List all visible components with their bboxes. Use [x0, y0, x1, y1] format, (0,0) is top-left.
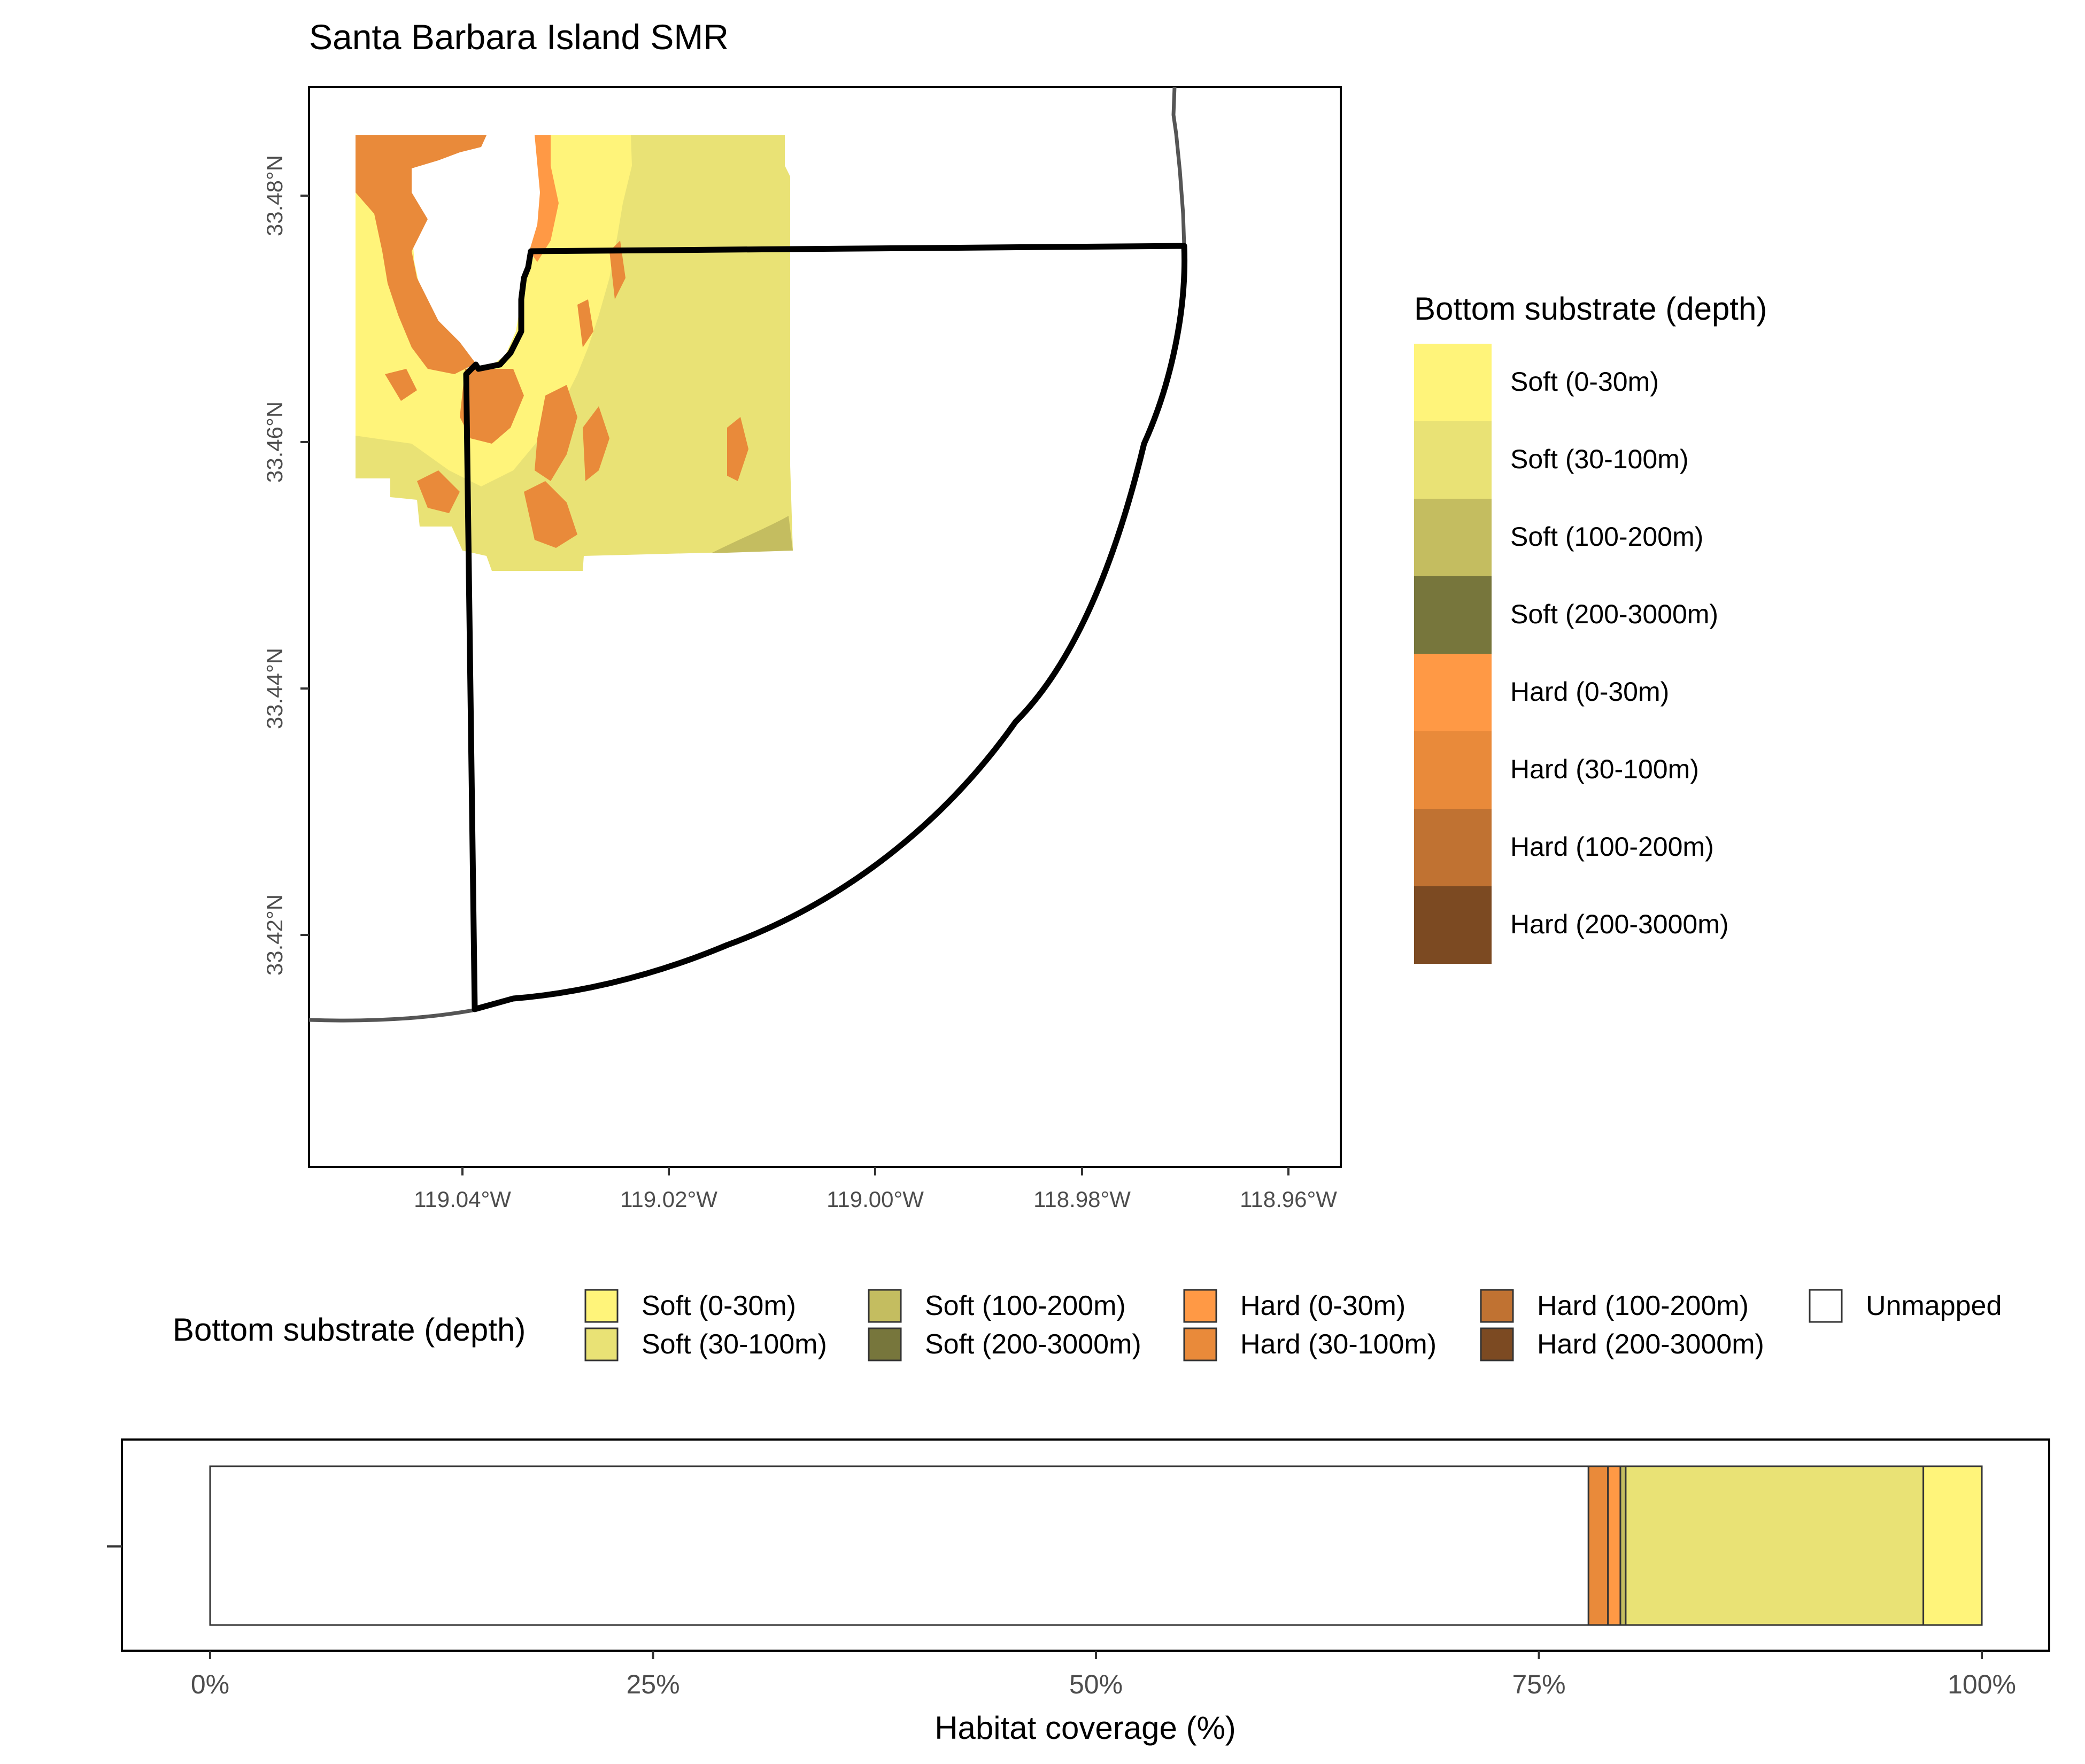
coverage-legend-key-hard-0-30m — [1183, 1289, 1217, 1323]
map-legend-title: Bottom substrate (depth) — [1414, 291, 1767, 327]
coverage-bar-segments — [209, 1465, 1983, 1626]
lon-tick-label: 118.98°W — [1033, 1187, 1131, 1212]
coverage-legend-key-soft-0-30m — [584, 1289, 619, 1323]
coverage-segment-hard-0-30m — [1607, 1465, 1621, 1626]
coverage-x-tick-label: 0% — [191, 1669, 229, 1699]
coverage-legend-title: Bottom substrate (depth) — [173, 1312, 526, 1348]
coverage-legend-key-hard-200-3000m — [1480, 1327, 1514, 1361]
coverage-legend-key-hard-30-100m — [1183, 1327, 1217, 1361]
hard-reef-patches — [385, 241, 748, 548]
map-legend-key-soft-200-3000m — [1414, 576, 1492, 654]
map-legend-items: Soft (0-30m) Soft (30-100m) Soft (100-200m… — [1414, 344, 1729, 964]
lat-tick-label: 33.46°N — [262, 401, 287, 483]
coverage-legend-key-soft-100-200m — [868, 1289, 902, 1323]
map-legend-label: Soft (0-30m) — [1510, 367, 1659, 397]
coverage-x-ticks: 0% 25% 50% 75% 100% — [191, 1651, 2016, 1699]
map-panel — [308, 86, 1342, 1168]
coverage-legend: Bottom substrate (depth) Soft (0-30m)Sof… — [173, 1289, 2002, 1361]
coverage-x-tick-label: 75% — [1512, 1669, 1565, 1699]
coverage-segment-soft-0-30m — [1922, 1465, 1983, 1626]
coverage-segment-soft-30-100m — [1625, 1465, 1925, 1626]
coverage-legend-label: Soft (200-3000m) — [925, 1329, 1141, 1360]
lat-tick-label: 33.44°N — [262, 648, 287, 729]
map-legend: Bottom substrate (depth) Soft (0-30m)Sof… — [1414, 291, 1767, 964]
map-legend-label: Hard (30-100m) — [1510, 754, 1699, 784]
coverage-legend-label: Soft (30-100m) — [642, 1329, 827, 1360]
coverage-legend-label: Soft (100-200m) — [925, 1290, 1126, 1321]
map-legend-key-soft-30-100m — [1414, 421, 1492, 499]
coverage-legend-label: Hard (0-30m) — [1240, 1290, 1406, 1321]
soft-100-200m-area — [711, 516, 793, 553]
map-legend-label: Hard (100-200m) — [1510, 832, 1714, 862]
map-legend-label: Hard (0-30m) — [1510, 677, 1669, 707]
coverage-x-tick-label: 50% — [1069, 1669, 1123, 1699]
coverage-x-label: Habitat coverage (%) — [935, 1710, 1236, 1746]
coverage-x-tick-label: 100% — [1948, 1669, 2016, 1699]
map-legend-label: Soft (30-100m) — [1510, 444, 1688, 474]
hard-30-100m-coast — [356, 135, 486, 374]
coverage-legend-key-unmapped — [1809, 1289, 1843, 1323]
coverage-legend-key-soft-30-100m — [584, 1327, 619, 1361]
lon-axis: 119.04°W 119.02°W 119.00°W 118.98°W 118.… — [414, 1167, 1337, 1212]
coverage-chart: 0% 25% 50% 75% 100% Habitat coverage (%) — [107, 1438, 2050, 1746]
map-legend-key-soft-0-30m — [1414, 344, 1492, 421]
map-legend-key-soft-100-200m — [1414, 499, 1492, 576]
map-legend-key-hard-100-200m — [1414, 809, 1492, 886]
coverage-legend-items: Soft (0-30m) Soft (30-100m) Soft (100-200m… — [584, 1289, 2002, 1361]
smr-boundary — [463, 243, 1187, 1012]
lat-axis: 33.48°N 33.46°N 33.44°N 33.42°N — [262, 155, 309, 976]
map-legend-label: Soft (200-3000m) — [1510, 599, 1718, 629]
map-legend-label: Hard (200-3000m) — [1510, 909, 1729, 939]
coverage-legend-label: Hard (200-3000m) — [1537, 1329, 1764, 1360]
map-legend-key-hard-0-30m — [1414, 654, 1492, 731]
map-title: Santa Barbara Island SMR — [309, 17, 729, 57]
lat-tick-label: 33.42°N — [262, 894, 287, 976]
lat-tick-label: 33.48°N — [262, 155, 287, 236]
hard-0-30m-coast — [529, 135, 559, 262]
coverage-segment-hard-30-100m — [1587, 1465, 1609, 1626]
coverage-legend-key-soft-200-3000m — [868, 1327, 902, 1361]
habitat-raster — [356, 135, 793, 571]
lon-tick-label: 118.96°W — [1240, 1187, 1337, 1212]
map-legend-key-hard-200-3000m — [1414, 886, 1492, 964]
coverage-x-tick-label: 25% — [626, 1669, 679, 1699]
lon-tick-label: 119.02°W — [620, 1187, 717, 1212]
map-legend-label: Soft (100-200m) — [1510, 522, 1703, 552]
lon-tick-label: 119.00°W — [827, 1187, 924, 1212]
coverage-legend-label: Unmapped — [1866, 1290, 2002, 1321]
island-land — [400, 135, 548, 369]
state-waters-line — [308, 87, 1186, 1023]
lon-tick-label: 119.04°W — [414, 1187, 511, 1212]
map-legend-key-hard-30-100m — [1414, 731, 1492, 809]
coverage-legend-label: Hard (30-100m) — [1240, 1329, 1437, 1360]
coverage-segment-unmapped — [209, 1465, 1589, 1626]
coverage-legend-label: Soft (0-30m) — [642, 1290, 796, 1321]
coverage-legend-label: Hard (100-200m) — [1537, 1290, 1749, 1321]
coverage-legend-key-hard-100-200m — [1480, 1289, 1514, 1323]
